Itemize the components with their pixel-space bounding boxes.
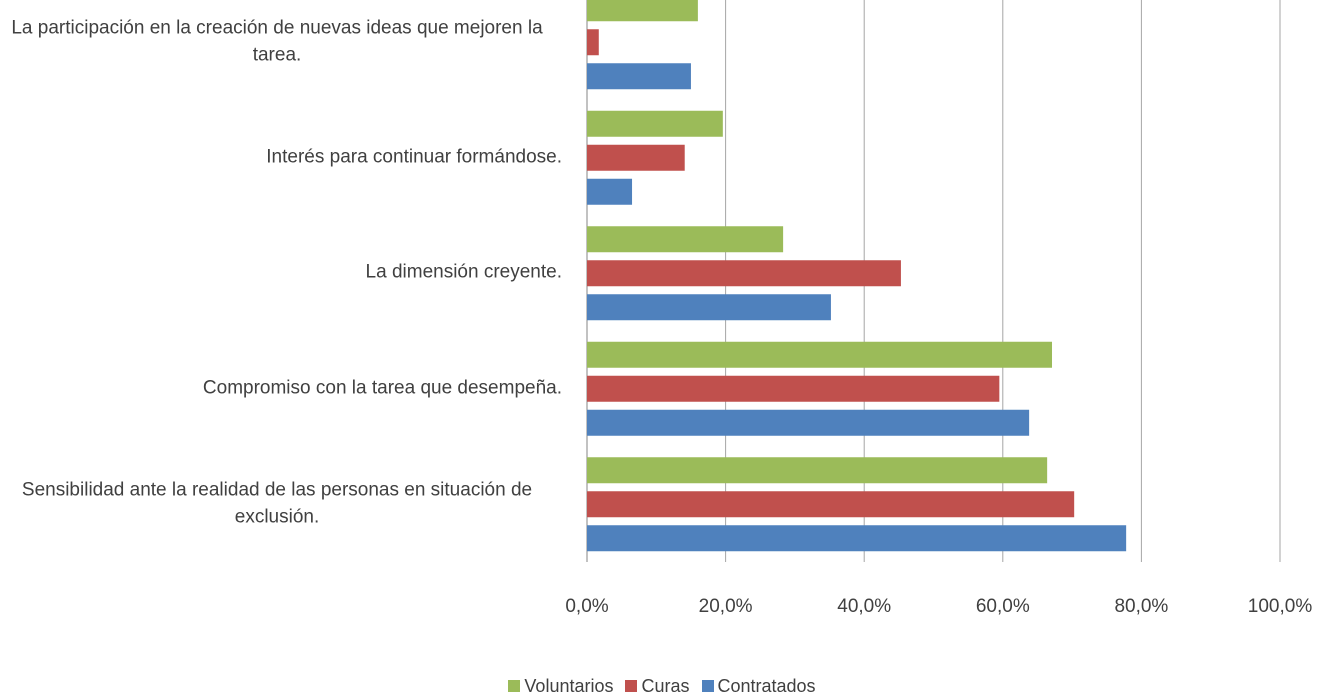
category-text: La participación en la creación de nueva… bbox=[11, 17, 543, 66]
category-text: Compromiso con la tarea que desempeña. bbox=[202, 377, 562, 399]
x-tick-label: 0,0% bbox=[565, 596, 609, 617]
category-text: Sensibilidad ante la realidad de las per… bbox=[21, 479, 533, 528]
bar bbox=[587, 0, 698, 22]
bar bbox=[587, 409, 1030, 436]
legend-label: Curas bbox=[641, 676, 690, 696]
category-text: Interés para continuar formándose. bbox=[266, 146, 562, 168]
bar bbox=[587, 375, 1000, 402]
legend-item: Curas bbox=[625, 676, 690, 697]
bar bbox=[587, 491, 1075, 518]
legend-item: Voluntarios bbox=[508, 676, 613, 697]
legend-swatch bbox=[625, 680, 638, 692]
bar bbox=[587, 457, 1048, 484]
x-tick-label: 80,0% bbox=[1114, 596, 1169, 617]
legend-swatch bbox=[701, 680, 714, 692]
bar bbox=[587, 341, 1053, 368]
x-tick-label: 20,0% bbox=[698, 596, 753, 617]
x-tick-label: 60,0% bbox=[975, 596, 1030, 617]
legend-label: Voluntarios bbox=[524, 676, 614, 696]
bar bbox=[587, 525, 1127, 552]
bar bbox=[587, 178, 633, 205]
bar bbox=[587, 294, 831, 321]
category-label: Sensibilidad ante la realidad de las per… bbox=[0, 478, 562, 531]
category-label: Interés para continuar formándose. bbox=[0, 144, 562, 171]
x-tick-label: 40,0% bbox=[837, 596, 892, 617]
legend-label: Contratados bbox=[717, 676, 816, 696]
category-label: La dimensión creyente. bbox=[0, 260, 562, 287]
category-text: La dimensión creyente. bbox=[365, 261, 562, 283]
category-label: Compromiso con la tarea que desempeña. bbox=[0, 375, 562, 402]
bar bbox=[587, 29, 599, 56]
category-label: La participación en la creación de nueva… bbox=[0, 16, 562, 69]
legend: Voluntarios Curas Contratados bbox=[0, 676, 1324, 697]
bar bbox=[587, 260, 901, 287]
bar bbox=[587, 63, 691, 90]
bar bbox=[587, 226, 784, 253]
bar bbox=[587, 110, 723, 137]
x-tick-label: 100,0% bbox=[1247, 596, 1313, 617]
legend-item: Contratados bbox=[701, 676, 816, 697]
legend-swatch bbox=[508, 680, 521, 692]
bar bbox=[587, 144, 685, 171]
